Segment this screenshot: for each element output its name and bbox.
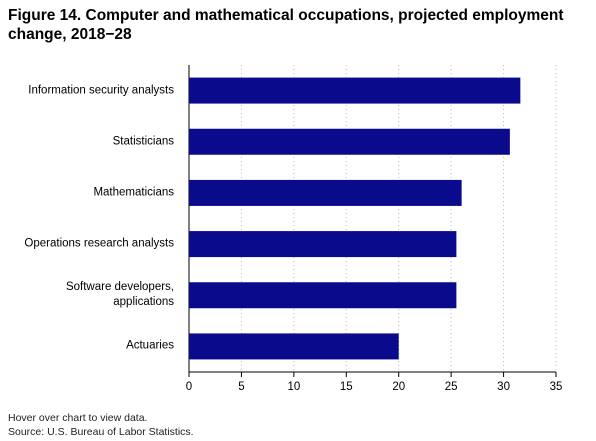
bar bbox=[189, 179, 462, 206]
x-tick-label: 25 bbox=[445, 381, 458, 393]
y-tick-label: Mathematicians bbox=[93, 186, 174, 199]
y-tick-label: Operations research analysts bbox=[24, 237, 174, 250]
x-tick-label: 15 bbox=[340, 381, 353, 393]
x-tick-label: 30 bbox=[497, 381, 510, 393]
x-tick-label: 5 bbox=[238, 381, 244, 393]
chart-title: Figure 14. Computer and mathematical occ… bbox=[8, 7, 564, 43]
x-tick-label: 35 bbox=[550, 381, 563, 393]
footnotes: Hover over chart to view data. Source: U… bbox=[8, 411, 194, 439]
x-tick-label: 10 bbox=[287, 381, 300, 393]
bar bbox=[189, 282, 457, 309]
bar bbox=[189, 77, 521, 104]
y-tick-label: Software developers, applications bbox=[65, 281, 174, 309]
x-tick-label: 20 bbox=[392, 381, 405, 393]
source-note: Source: U.S. Bureau of Labor Statistics. bbox=[8, 426, 194, 438]
bar bbox=[189, 128, 510, 155]
y-tick-label: Information security analysts bbox=[28, 84, 174, 97]
bar bbox=[189, 231, 457, 258]
y-tick-label: Actuaries bbox=[126, 339, 174, 352]
bar bbox=[189, 333, 399, 360]
hover-note: Hover over chart to view data. bbox=[8, 412, 148, 424]
y-tick-label: Statisticians bbox=[112, 135, 174, 148]
x-tick-label: 0 bbox=[186, 381, 192, 393]
